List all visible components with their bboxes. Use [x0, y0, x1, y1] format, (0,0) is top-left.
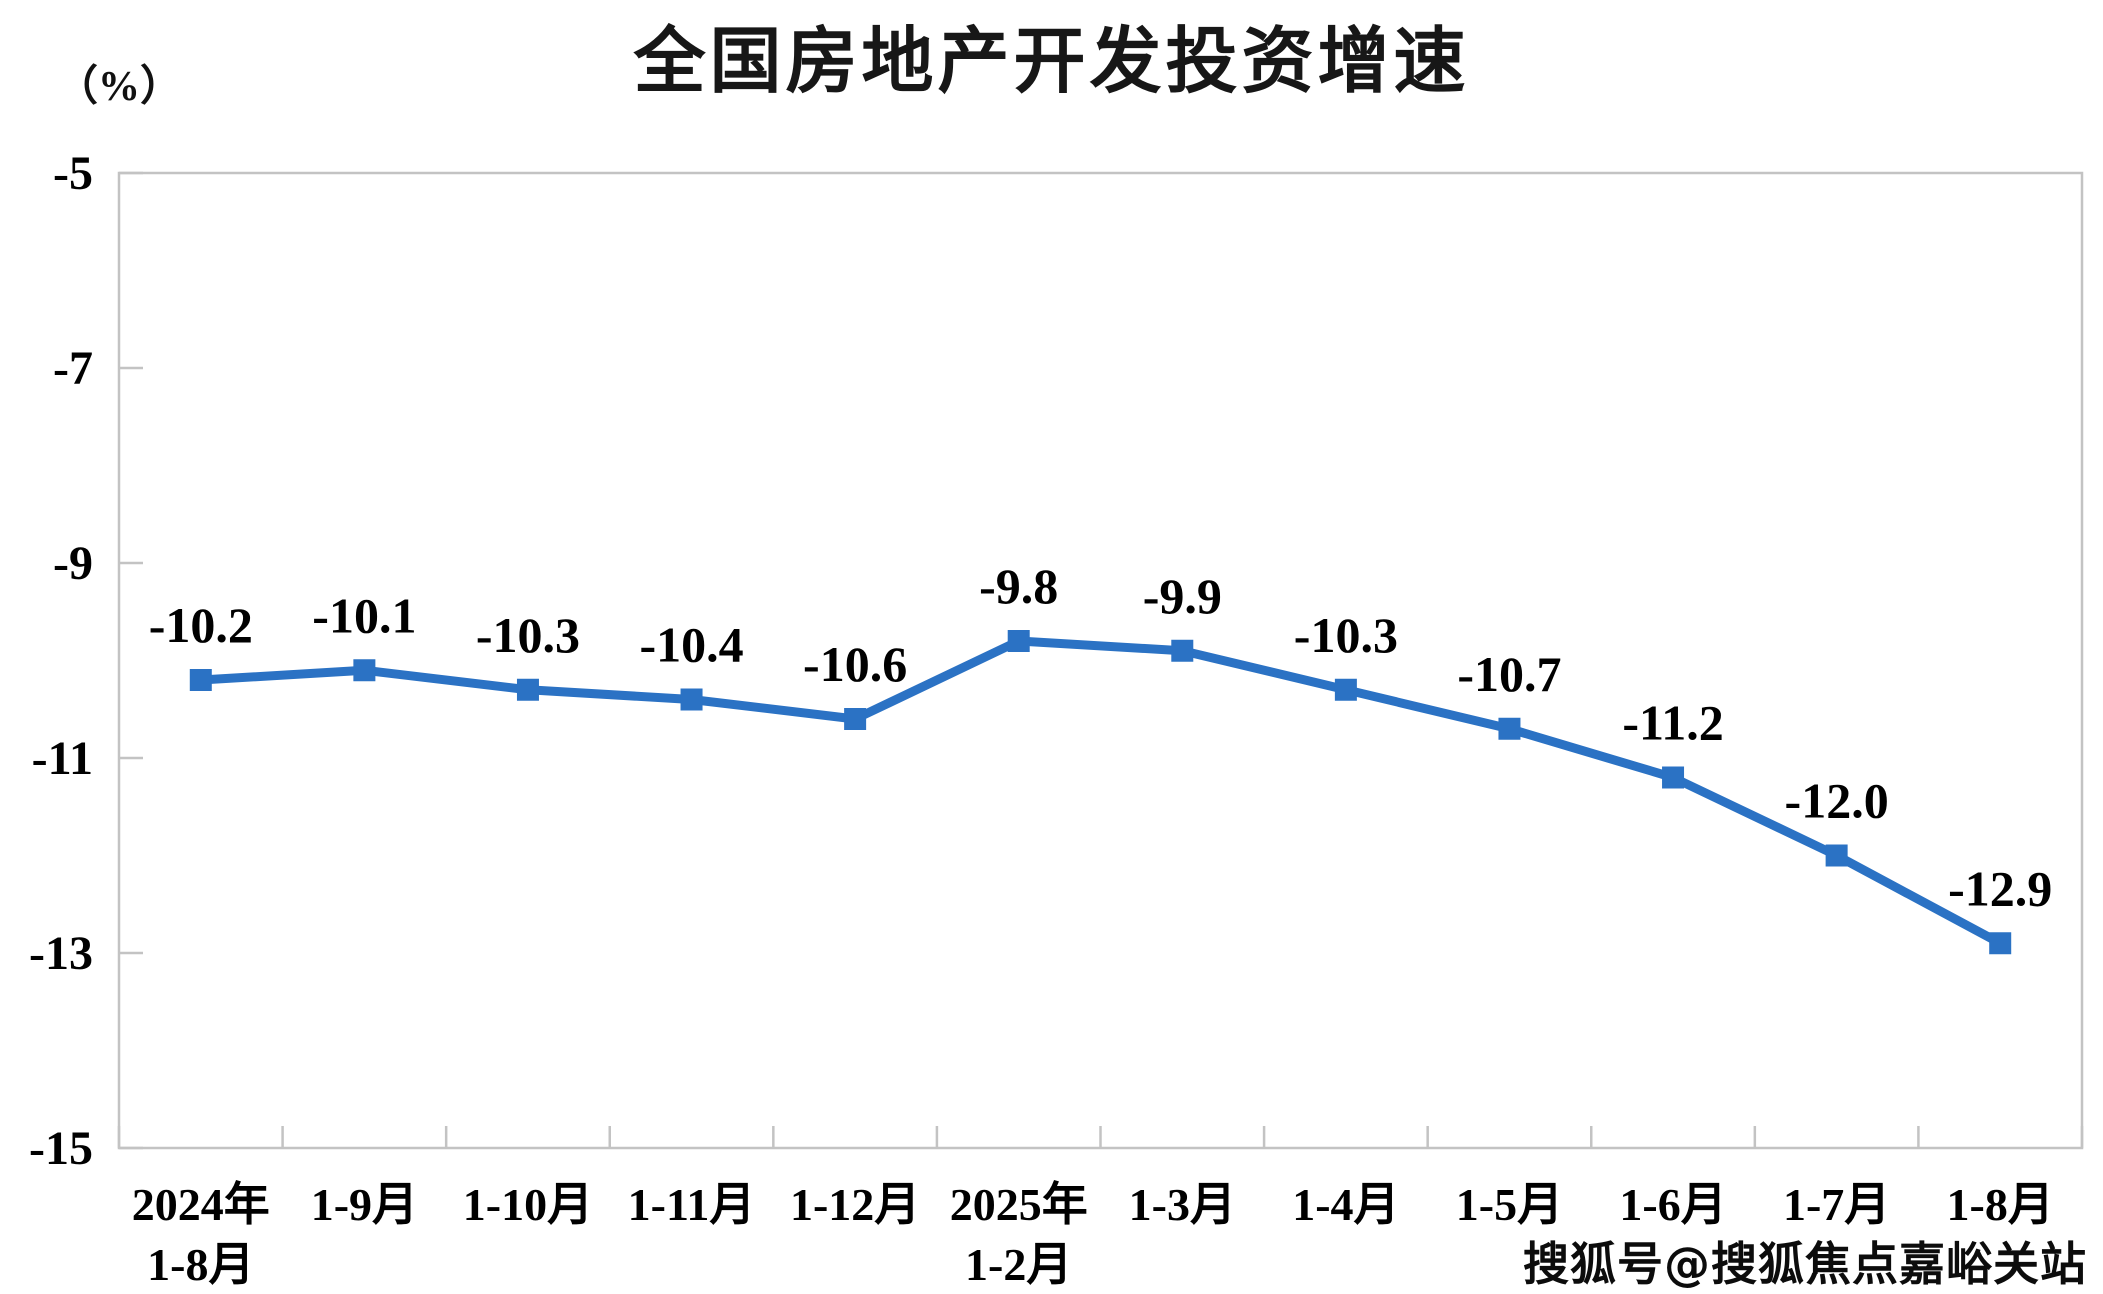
data-point-marker: [1825, 844, 1848, 867]
y-axis-unit-label: （%）: [56, 64, 183, 110]
x-tick-label: 1-6月: [1619, 1179, 1726, 1230]
x-tick-label: 1-10月: [463, 1179, 593, 1230]
x-tick-label: 1-8月: [1947, 1179, 2054, 1230]
chart-title: 全国房地产开发投资增速: [633, 19, 1470, 103]
y-tick-label: -11: [32, 732, 93, 785]
x-tick-label: 1-7月: [1783, 1179, 1890, 1230]
plot-border: [117, 171, 2084, 1150]
data-point-marker: [1498, 717, 1521, 740]
x-tick-label: 1-11月: [628, 1179, 756, 1230]
data-point-marker: [353, 659, 376, 682]
data-point-marker: [1171, 639, 1194, 662]
data-point-label: -12.0: [1785, 773, 1889, 829]
y-tick-label: -7: [53, 342, 93, 395]
data-point-label: -10.3: [476, 607, 580, 663]
x-tick-label: 2025年: [950, 1179, 1088, 1230]
y-tick-label: -13: [29, 927, 93, 980]
data-point-label: -10.1: [312, 587, 416, 643]
data-point-label: -10.7: [1457, 646, 1561, 702]
data-point-label: -11.2: [1622, 695, 1723, 751]
data-point-marker: [516, 678, 539, 701]
data-point-marker: [1662, 766, 1685, 789]
data-point-label: -10.6: [803, 636, 907, 692]
x-tick-label: 1-8月: [147, 1239, 254, 1290]
data-point-label: -10.2: [149, 597, 253, 653]
data-point-label: -10.4: [639, 617, 743, 673]
data-point-marker: [844, 708, 867, 730]
x-tick-label: 1-3月: [1129, 1179, 1236, 1230]
data-point-label: -12.9: [1948, 860, 2052, 916]
y-tick-label: -9: [53, 537, 93, 590]
x-tick-label: 1-4月: [1292, 1179, 1399, 1230]
data-point-marker: [1334, 678, 1357, 701]
data-point-label: -10.3: [1294, 607, 1398, 663]
data-point-marker: [680, 688, 703, 711]
watermark-text: 搜狐号@搜狐焦点嘉峪关站: [1523, 1237, 2087, 1291]
x-tick-label: 1-5月: [1456, 1179, 1563, 1230]
x-tick-label: 1-2月: [965, 1239, 1072, 1290]
data-point-marker: [189, 669, 212, 691]
data-point-label: -9.8: [979, 558, 1058, 614]
data-point-marker: [1007, 630, 1030, 652]
y-tick-label: -5: [53, 147, 93, 200]
x-tick-label: 2024年: [132, 1179, 270, 1230]
x-tick-label: 1-9月: [311, 1179, 418, 1230]
x-tick-label: 1-12月: [790, 1179, 920, 1230]
y-tick-label: -15: [29, 1122, 93, 1175]
data-point-marker: [1989, 932, 2012, 955]
trend-line: [196, 636, 2005, 948]
data-point-label: -9.9: [1143, 568, 1222, 624]
